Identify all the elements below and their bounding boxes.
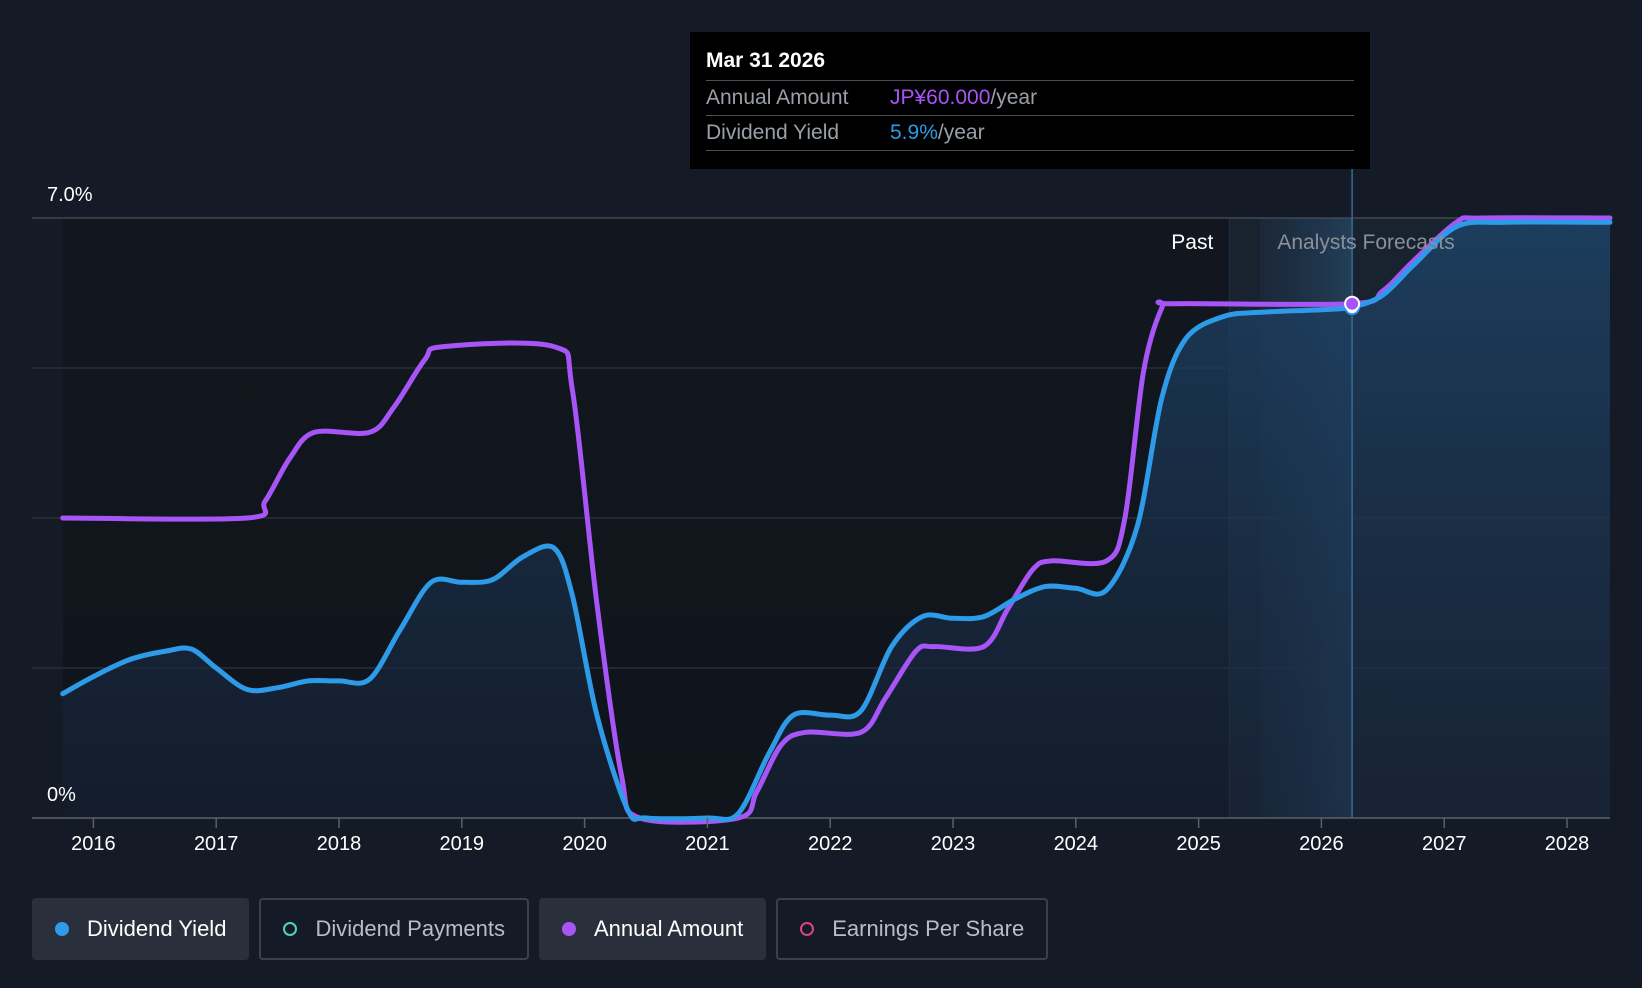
legend-label: Dividend Yield	[87, 916, 227, 941]
x-tick-label: 2025	[1176, 833, 1221, 855]
legend-annual-amount-button[interactable]: Annual Amount	[538, 898, 767, 960]
x-tick-label: 2022	[808, 833, 853, 855]
legend-label: Earnings Per Share	[832, 916, 1025, 941]
x-tick-label: 2023	[931, 833, 976, 855]
y-tick-label-bottom: 0%	[47, 784, 76, 806]
x-tick-label: 2027	[1422, 833, 1467, 855]
chart-tooltip: Mar 31 2026 Annual Amount JP¥60.000 /yea…	[690, 32, 1370, 169]
x-tick-label: 2018	[317, 833, 362, 855]
chart-legend: Dividend Yield Dividend Payments Annual …	[32, 898, 1049, 960]
legend-dot-icon	[561, 922, 576, 936]
legend-dividend-yield-button[interactable]: Dividend Yield	[32, 898, 250, 960]
legend-label: Dividend Payments	[315, 916, 505, 941]
legend-dot-icon	[55, 922, 69, 936]
legend-dividend-payments-button[interactable]: Dividend Payments	[259, 898, 529, 960]
x-tick-label: 2019	[440, 833, 485, 855]
tooltip-unit: /year	[937, 121, 985, 144]
legend-earnings-per-share-button[interactable]: Earnings Per Share	[776, 898, 1049, 960]
annual-amount-line	[60, 215, 1613, 825]
x-tick-label: 2021	[685, 833, 730, 855]
tooltip-value: 5.9%	[890, 121, 938, 144]
x-tick-label: 2016	[71, 833, 116, 855]
x-tick-label: 2020	[562, 833, 607, 855]
x-tick-label: 2026	[1299, 833, 1344, 855]
x-tick-label: 2028	[1545, 833, 1590, 855]
tooltip-label: Dividend Yield	[706, 121, 840, 144]
tooltip-row-annual-amount: Annual Amount JP¥60.000 /year	[706, 81, 1354, 116]
annual-amount-marker	[1344, 295, 1361, 312]
past-label: Past	[1171, 231, 1213, 254]
tooltip-date: Mar 31 2026	[706, 46, 1354, 81]
dividend-yield-area	[62, 221, 1611, 820]
tooltip-label: Annual Amount	[706, 86, 849, 109]
tooltip-value: JP¥60.000	[890, 86, 991, 109]
legend-dot-icon	[283, 922, 298, 936]
forecast-label: Analysts Forecasts	[1277, 231, 1454, 254]
legend-label: Annual Amount	[593, 916, 744, 941]
tooltip-unit: /year	[990, 86, 1038, 109]
dividend-yield-line	[60, 219, 1613, 822]
x-tick-label: 2024	[1054, 833, 1099, 855]
tooltip-row-dividend-yield: Dividend Yield 5.9% /year	[706, 116, 1354, 151]
y-tick-label-top: 7.0%	[47, 184, 93, 206]
x-tick-label: 2017	[194, 833, 239, 855]
legend-dot-icon	[800, 922, 815, 936]
